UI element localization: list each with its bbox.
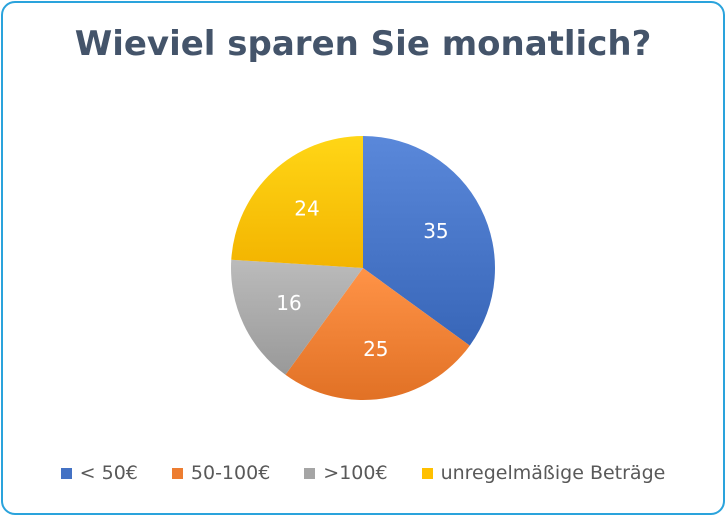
legend-swatch: [60, 467, 72, 479]
legend-label: 50-100€: [190, 462, 271, 484]
legend-swatch: [304, 467, 316, 479]
legend-item-under-50: < 50€: [60, 462, 138, 484]
pie-slices: [231, 136, 496, 400]
chart-title: Wieviel sparen Sie monatlich?: [74, 24, 652, 64]
legend-label: >100€: [323, 462, 388, 484]
legend-label: < 50€: [79, 462, 138, 484]
legend-item-irregular: unregelmäßige Beträge: [421, 462, 666, 484]
legend-label: unregelmäßige Beträge: [440, 462, 666, 484]
data-label-slice-50-100: 25: [363, 337, 388, 361]
slice-irregular: [231, 136, 363, 268]
data-label-slice-irregular: 24: [294, 196, 319, 220]
legend-item-over-100: >100€: [304, 462, 388, 484]
slice-over-100: [231, 259, 363, 375]
data-label-slice-over-100: 16: [276, 291, 301, 315]
data-label-slice-under-50: 35: [423, 219, 448, 243]
pie-data-labels: 35 25 16 24: [276, 196, 448, 360]
legend-swatch: [171, 467, 183, 479]
legend-swatch: [421, 467, 433, 479]
slice-under-50: [363, 136, 496, 346]
chart-legend: < 50€ 50-100€ >100€ unregelmäßige Beträg…: [0, 462, 726, 484]
legend-item-50-100: 50-100€: [171, 462, 271, 484]
slice-50-100: [285, 268, 470, 400]
